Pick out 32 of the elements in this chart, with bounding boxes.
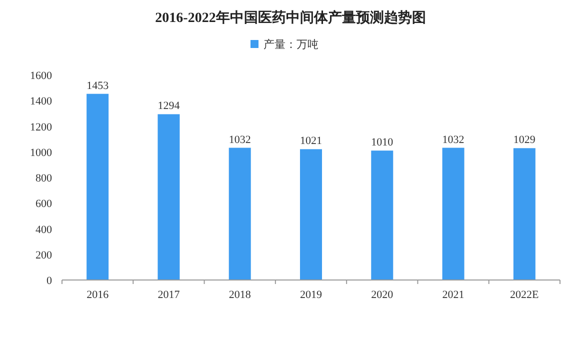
bar — [228, 148, 251, 280]
data-label: 1032 — [442, 134, 464, 146]
x-tick-label: 2019 — [300, 289, 322, 301]
x-tick-label: 2017 — [158, 289, 180, 301]
x-tick-label: 2016 — [86, 289, 110, 301]
bar — [371, 150, 394, 280]
x-tick-label: 2022E — [510, 289, 540, 301]
y-tick-label: 0 — [46, 275, 52, 287]
x-tick-label: 2018 — [228, 289, 252, 301]
y-tick-label: 1000 — [30, 146, 52, 159]
y-tick-label: 600 — [36, 198, 52, 210]
data-label: 1029 — [513, 134, 536, 146]
bar — [442, 148, 464, 280]
data-label: 1021 — [300, 135, 322, 148]
y-tick-label: 200 — [36, 249, 52, 262]
legend-label: 产量：万吨 — [264, 38, 318, 51]
data-label: 1453 — [86, 80, 110, 92]
x-tick-label: 2020 — [371, 289, 394, 301]
y-tick-label: 800 — [36, 172, 52, 184]
data-label: 1010 — [371, 136, 394, 149]
bar — [513, 148, 536, 280]
y-tick-label: 400 — [36, 224, 52, 236]
data-label: 1032 — [228, 134, 251, 146]
x-tick-label: 2021 — [442, 289, 464, 301]
y-tick-label: 1400 — [30, 96, 52, 108]
y-tick-label: 1600 — [30, 70, 52, 82]
bar — [86, 94, 109, 280]
bar — [300, 149, 322, 280]
y-tick-label: 1200 — [30, 121, 52, 134]
chart-title: 2016-2022年中国医药中间体产量预测趋势图 — [155, 9, 426, 26]
bar — [158, 114, 180, 280]
data-label: 1294 — [158, 100, 180, 112]
